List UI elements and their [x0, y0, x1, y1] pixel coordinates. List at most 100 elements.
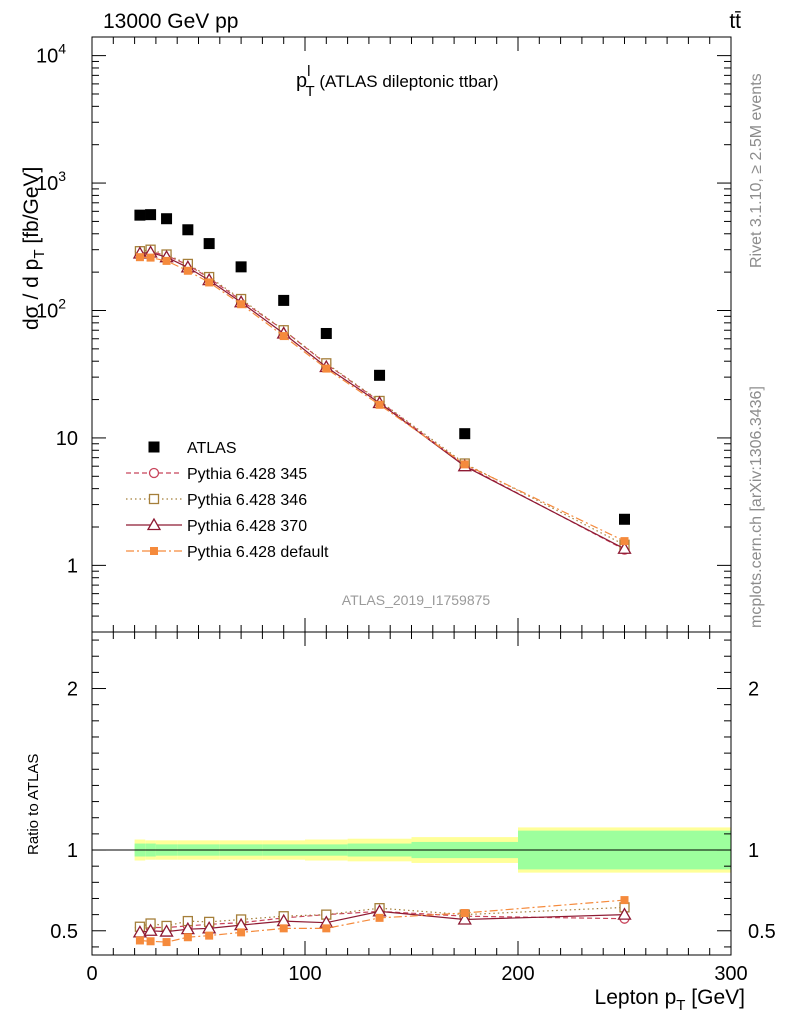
ratio-series-line	[139, 906, 625, 928]
ratio-y-label: Ratio to ATLAS	[25, 754, 42, 855]
data-series	[134, 209, 630, 525]
ratio-y-tick-label-right: 1	[748, 840, 759, 862]
ratio-y-tick-label: 2	[67, 679, 78, 701]
ratio-series-point	[146, 937, 155, 946]
y-tick-label: 10	[56, 428, 78, 450]
ratio-series-point	[460, 909, 469, 918]
x-tick-label: 200	[501, 963, 534, 985]
y-tick-label-exp: 2	[58, 295, 66, 311]
series-layer	[132, 209, 632, 947]
rivet-label: Rivet 3.1.10, ≥ 2.5M events	[748, 73, 765, 268]
legend-marker	[148, 467, 160, 479]
series-point	[146, 253, 155, 262]
legend-marker	[150, 547, 158, 555]
y-tick-label-base: 10	[36, 46, 58, 68]
series-point	[279, 332, 288, 341]
ratio-series-point	[143, 923, 158, 936]
data-point	[182, 224, 194, 236]
plot-title-rest: (ATLAS dileptonic ttbar)	[315, 72, 499, 91]
legend-label: Pythia 6.428 370	[187, 518, 307, 535]
ratio-series-point	[322, 924, 331, 933]
series-point	[322, 364, 331, 373]
header-right: tt̄	[729, 10, 741, 33]
data-point	[145, 209, 157, 221]
plot-title: pl T (ATLAS dileptonic ttbar)	[296, 63, 499, 100]
series-point	[205, 278, 214, 287]
series-point	[237, 300, 246, 309]
series-point	[183, 266, 192, 275]
data-point	[374, 369, 386, 381]
legend-item: Pythia 6.428 345	[126, 466, 307, 483]
ratio-series-point	[279, 924, 288, 933]
ratio-bands	[92, 827, 731, 873]
y-tick-label: 104	[36, 41, 66, 68]
series-point	[620, 537, 629, 546]
ratio-series-point	[620, 896, 629, 905]
data-point	[203, 238, 215, 250]
series-point	[135, 253, 144, 262]
series-point	[375, 400, 384, 409]
main-frame	[91, 36, 732, 633]
mcplots-label: mcplots.cern.ch [arXiv:1306.3436]	[748, 386, 765, 628]
data-point	[134, 209, 146, 221]
ratio-series-point	[183, 933, 192, 942]
ratio-series-line	[139, 910, 625, 929]
data-point	[320, 327, 332, 339]
y-tick-label-base: 10	[36, 173, 58, 195]
x-tick-label: 100	[288, 963, 321, 985]
ratio-series-point	[237, 928, 246, 937]
ratio-series-point	[457, 912, 472, 925]
series-point	[162, 256, 171, 265]
plot-title-sup: l	[307, 63, 310, 80]
series-point	[617, 541, 632, 554]
ratio-frame	[91, 631, 732, 956]
ratio-series-point	[159, 924, 174, 937]
x-tick-label: 300	[714, 963, 747, 985]
legend-item: Pythia 6.428 346	[126, 492, 307, 509]
ratio-series-point	[205, 931, 214, 940]
data-point	[459, 428, 471, 440]
ratio-series-point	[617, 907, 632, 920]
legend-item: ATLAS	[148, 440, 237, 457]
ratio-series-point	[162, 938, 171, 947]
y-tick-label-exp: 3	[58, 168, 66, 184]
y-tick-label: 102	[36, 295, 66, 322]
main-y-label-pre: dσ / d p	[20, 259, 43, 330]
data-point	[161, 213, 173, 225]
legend-label: Pythia 6.428 345	[187, 466, 307, 483]
main-y-label-sub: T	[31, 249, 48, 258]
x-axis-label-pre: Lepton p	[595, 986, 677, 1009]
data-point	[619, 513, 630, 525]
series-point	[460, 460, 469, 469]
legend-marker	[148, 441, 160, 453]
y-tick-label: 1	[67, 555, 78, 577]
x-tick-label: 0	[86, 963, 97, 985]
y-tick-label-exp: 4	[58, 41, 66, 57]
series-4	[135, 253, 629, 947]
legend-label: ATLAS	[187, 440, 237, 457]
analysis-id: ATLAS_2019_I1759875	[342, 592, 491, 608]
x-axis-label-sub: T	[676, 997, 685, 1014]
ratio-y-tick-label: 0.5	[50, 921, 78, 943]
ratio-series-point	[375, 913, 384, 922]
y-tick-label: 103	[36, 168, 66, 195]
x-axis-label: Lepton pT [GeV]	[595, 986, 745, 1014]
main-y-label: dσ / d pT [fb/GeV]	[20, 167, 48, 330]
legend-label: Pythia 6.428 default	[187, 544, 329, 561]
main-y-label-post: [fb/GeV]	[20, 167, 43, 250]
legend: ATLAS Pythia 6.428 345 Pythia 6.428 346 Pyt…	[126, 440, 329, 561]
legend-marker	[146, 517, 162, 531]
plot-title-sub: T	[305, 83, 314, 100]
x-axis-label-post: [GeV]	[685, 986, 745, 1009]
legend-label: Pythia 6.428 346	[187, 492, 307, 509]
header-left: 13000 GeV pp	[103, 10, 238, 33]
ratio-y-tick-label: 1	[67, 840, 78, 862]
ratio-y-tick-label-right: 0.5	[748, 921, 776, 943]
data-point	[235, 261, 247, 273]
legend-item: Pythia 6.428 370	[126, 517, 307, 535]
data-point	[278, 294, 290, 306]
y-tick-label-base: 10	[36, 300, 58, 322]
plot-title-main: p	[296, 70, 307, 92]
